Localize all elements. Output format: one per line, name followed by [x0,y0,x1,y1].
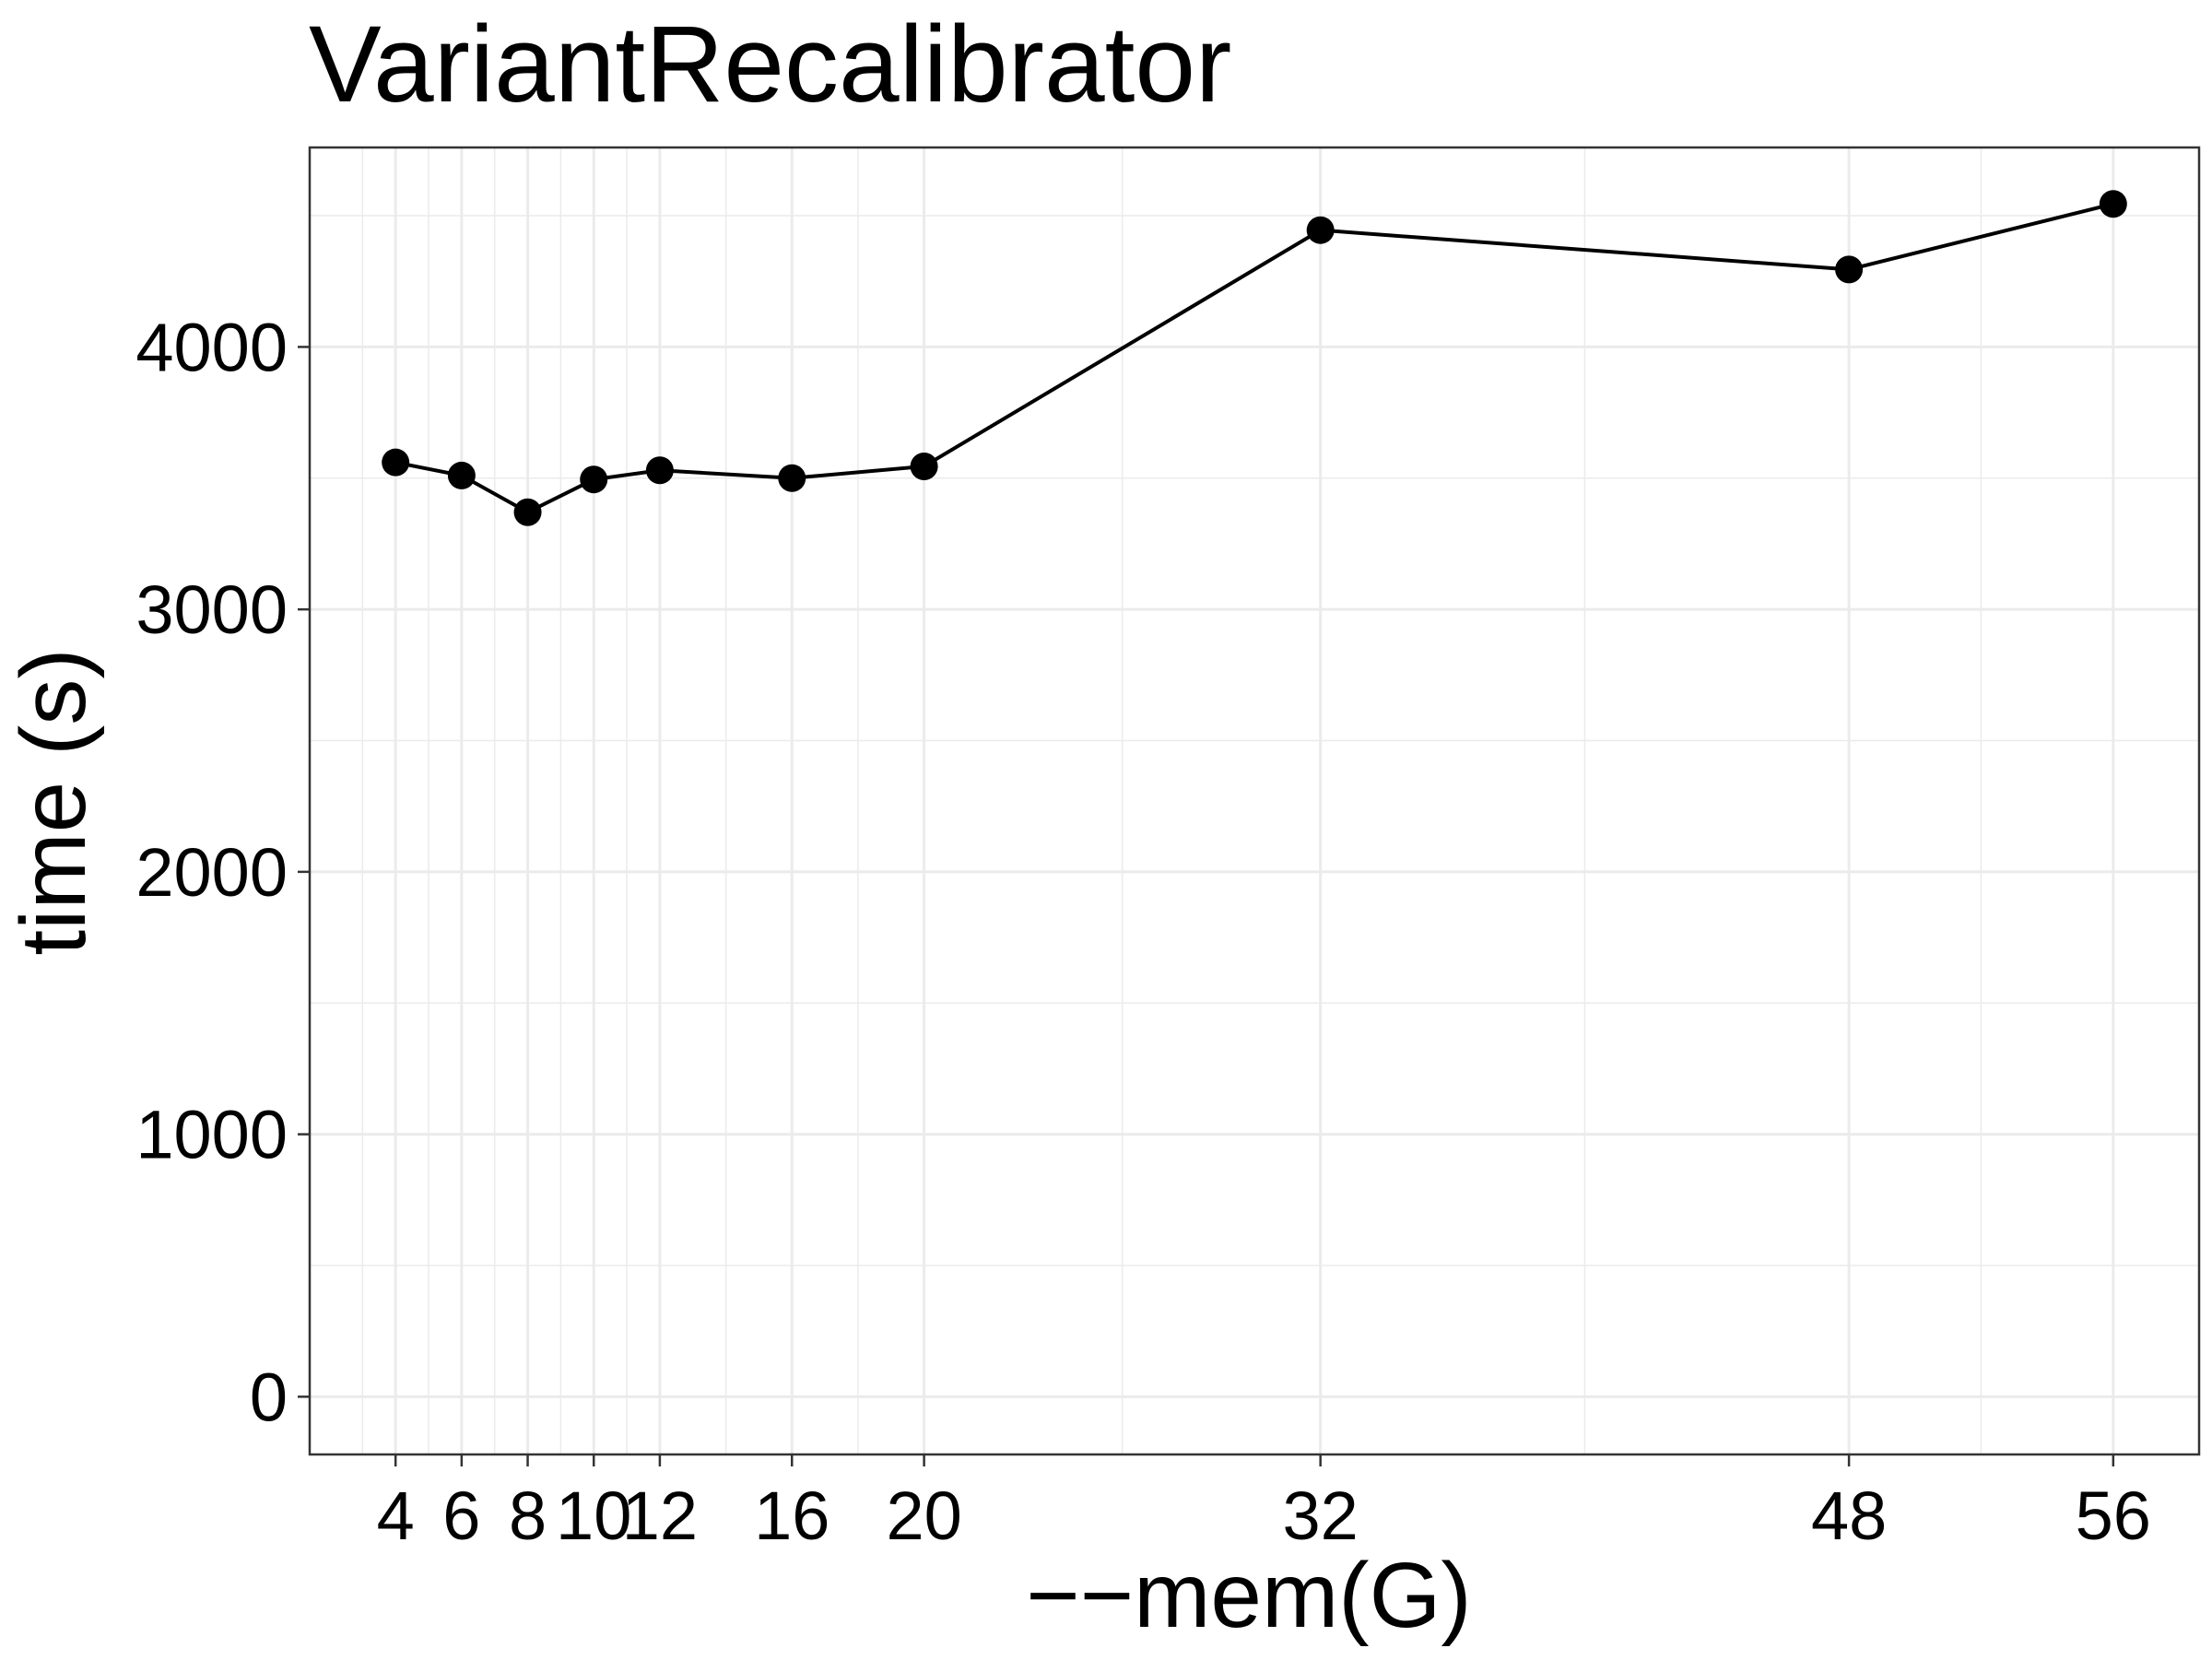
x-tick-label: 32 [1283,1478,1359,1554]
x-tick-label: 10 [556,1478,631,1554]
y-tick-label: 4000 [135,309,288,385]
y-axis-ticks: 0 1000 2000 3000 4000 [135,309,310,1435]
x-tick-label: 56 [2076,1478,2151,1554]
x-tick-label: 8 [509,1478,547,1554]
data-point [447,461,476,489]
data-point [1835,255,1864,284]
major-gridlines [310,147,2199,1454]
y-tick-label: 3000 [135,571,288,648]
y-tick-label: 2000 [135,834,288,911]
x-tick-label: 16 [754,1478,830,1554]
data-point [645,456,674,485]
y-tick-label: 1000 [135,1097,288,1173]
y-tick-label: 0 [250,1359,288,1435]
plot-panel-border [308,146,2201,1456]
data-series [382,190,2127,526]
series-line [394,202,2114,515]
data-point [2099,190,2127,218]
x-tick-label: 20 [886,1478,961,1554]
data-point [580,465,608,494]
x-tick-label: 48 [1811,1478,1887,1554]
data-point [382,448,410,477]
x-tick-label: 6 [442,1478,480,1554]
data-point [910,452,938,480]
x-axis-title: −−mem(G) [1026,1544,1471,1647]
x-tick-label: 4 [377,1478,415,1554]
chart-title: VariantRecalibrator [309,4,1231,125]
data-point [513,498,542,526]
minor-gridlines [310,147,2199,1454]
x-tick-label: 12 [622,1478,698,1554]
y-axis-title: time (s) [2,648,105,955]
data-point [1306,216,1335,244]
data-point [778,464,806,492]
